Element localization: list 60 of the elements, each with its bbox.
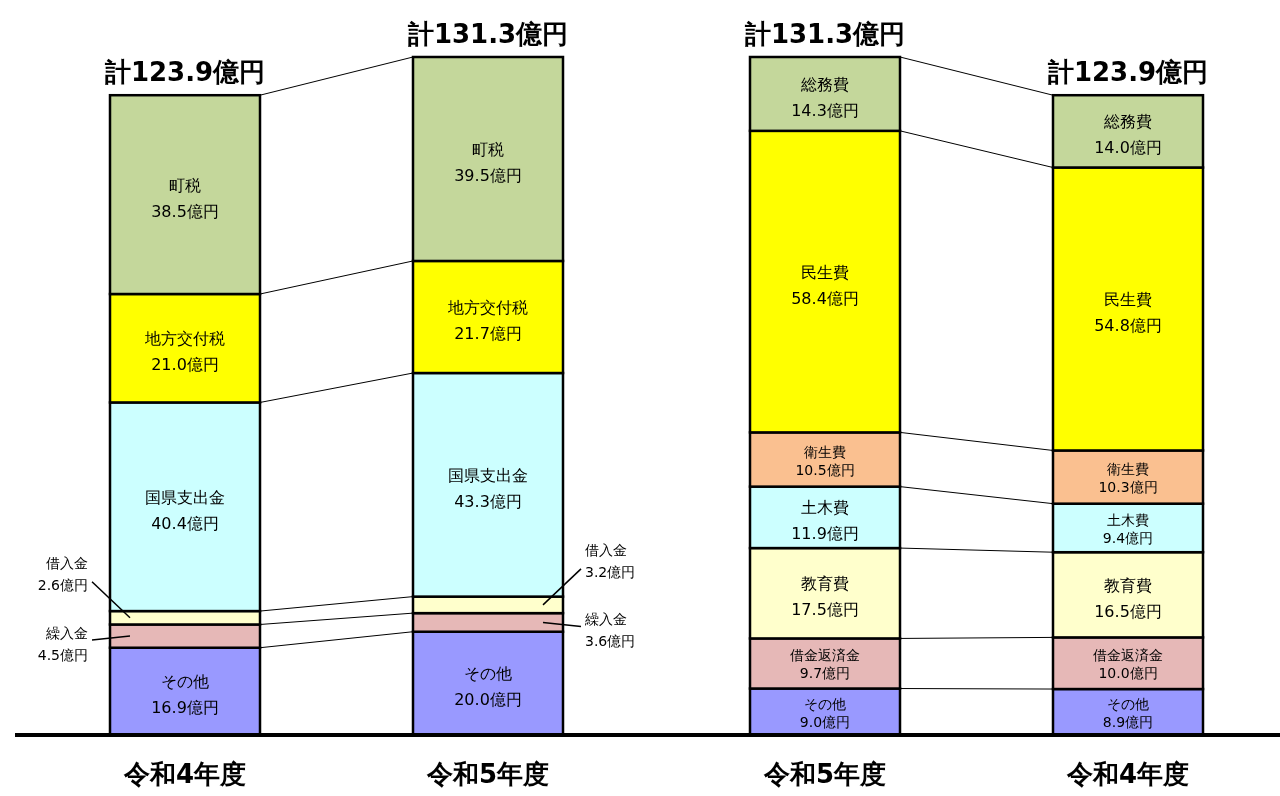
data-label: 9.7億円	[799, 665, 851, 682]
text: 借金返済金	[1093, 647, 1163, 664]
text: その他	[804, 695, 846, 712]
data-label: 10.0億円	[1098, 665, 1158, 682]
text: 国県支出金	[448, 465, 528, 485]
total-label: 計131.3億円	[743, 19, 906, 49]
data-label: 8.9億円	[1102, 714, 1154, 731]
text: 衛生費	[804, 443, 846, 460]
data-label: 14.0億円	[1094, 138, 1162, 158]
series-label: その他	[161, 672, 209, 692]
data-label: 4.5億円	[37, 647, 88, 664]
text: 総務費	[801, 74, 849, 94]
text: 繰入金	[585, 611, 627, 628]
total-label: 計123.9億円	[1046, 57, 1209, 88]
data-label: 58.4億円	[791, 288, 859, 308]
x-tick-label: 令和4年度	[1065, 759, 1190, 789]
series-label: 国県支出金	[145, 487, 225, 507]
text: 民生費	[1104, 289, 1152, 309]
x-tick-label: 令和5年度	[762, 759, 887, 789]
series-label: 地方交付税	[144, 329, 225, 349]
data-label: 9.0億円	[799, 713, 851, 730]
data-label: 9.4億円	[1102, 529, 1154, 546]
text: 借入金	[46, 554, 88, 571]
series-label: 土木費	[1107, 511, 1149, 528]
data-label: 39.5億円	[454, 165, 522, 185]
x-tick-label: 令和4年度	[122, 759, 247, 789]
data-label: 38.5億円	[151, 201, 219, 221]
text: 教育費	[801, 574, 849, 594]
data-label: 10.5億円	[795, 461, 855, 478]
data-label: 54.8億円	[1094, 315, 1162, 335]
series-label: 衛生費	[1107, 461, 1149, 478]
text: その他	[464, 664, 512, 684]
data-label: 3.2億円	[585, 563, 636, 580]
data-label: 20.0億円	[454, 690, 522, 710]
data-label: 43.3億円	[454, 491, 522, 511]
data-label: 40.4億円	[151, 513, 219, 533]
data-label: 11.9億円	[791, 524, 859, 544]
series-label: 教育費	[1104, 575, 1152, 595]
text: 地方交付税	[448, 297, 528, 317]
text: 借入金	[585, 541, 627, 558]
data-label: 16.9億円	[151, 698, 219, 718]
data-label: 2.6億円	[37, 576, 88, 593]
data-label: 10.3億円	[1098, 479, 1158, 496]
series-label: その他	[1107, 696, 1149, 713]
data-label: 3.6億円	[585, 633, 636, 650]
total-label: 計131.3億円	[406, 19, 569, 49]
data-label: 17.5億円	[791, 600, 859, 620]
data-label: 21.7億円	[454, 323, 522, 343]
series-label: 総務費	[1103, 112, 1152, 132]
series-label: 民生費	[801, 262, 849, 282]
data-label: 16.5億円	[1094, 601, 1162, 621]
total-label: 計123.9億円	[103, 57, 266, 88]
data-label: 21.0億円	[151, 355, 219, 375]
series-label: 町税	[169, 175, 201, 195]
series-label: 借金返済金	[790, 647, 860, 664]
text: 町税	[472, 139, 504, 159]
series-label: 繰入金	[45, 625, 88, 642]
data-label: 14.3億円	[791, 100, 859, 120]
x-tick-label: 令和5年度	[425, 759, 550, 789]
text: 土木費	[801, 498, 849, 518]
